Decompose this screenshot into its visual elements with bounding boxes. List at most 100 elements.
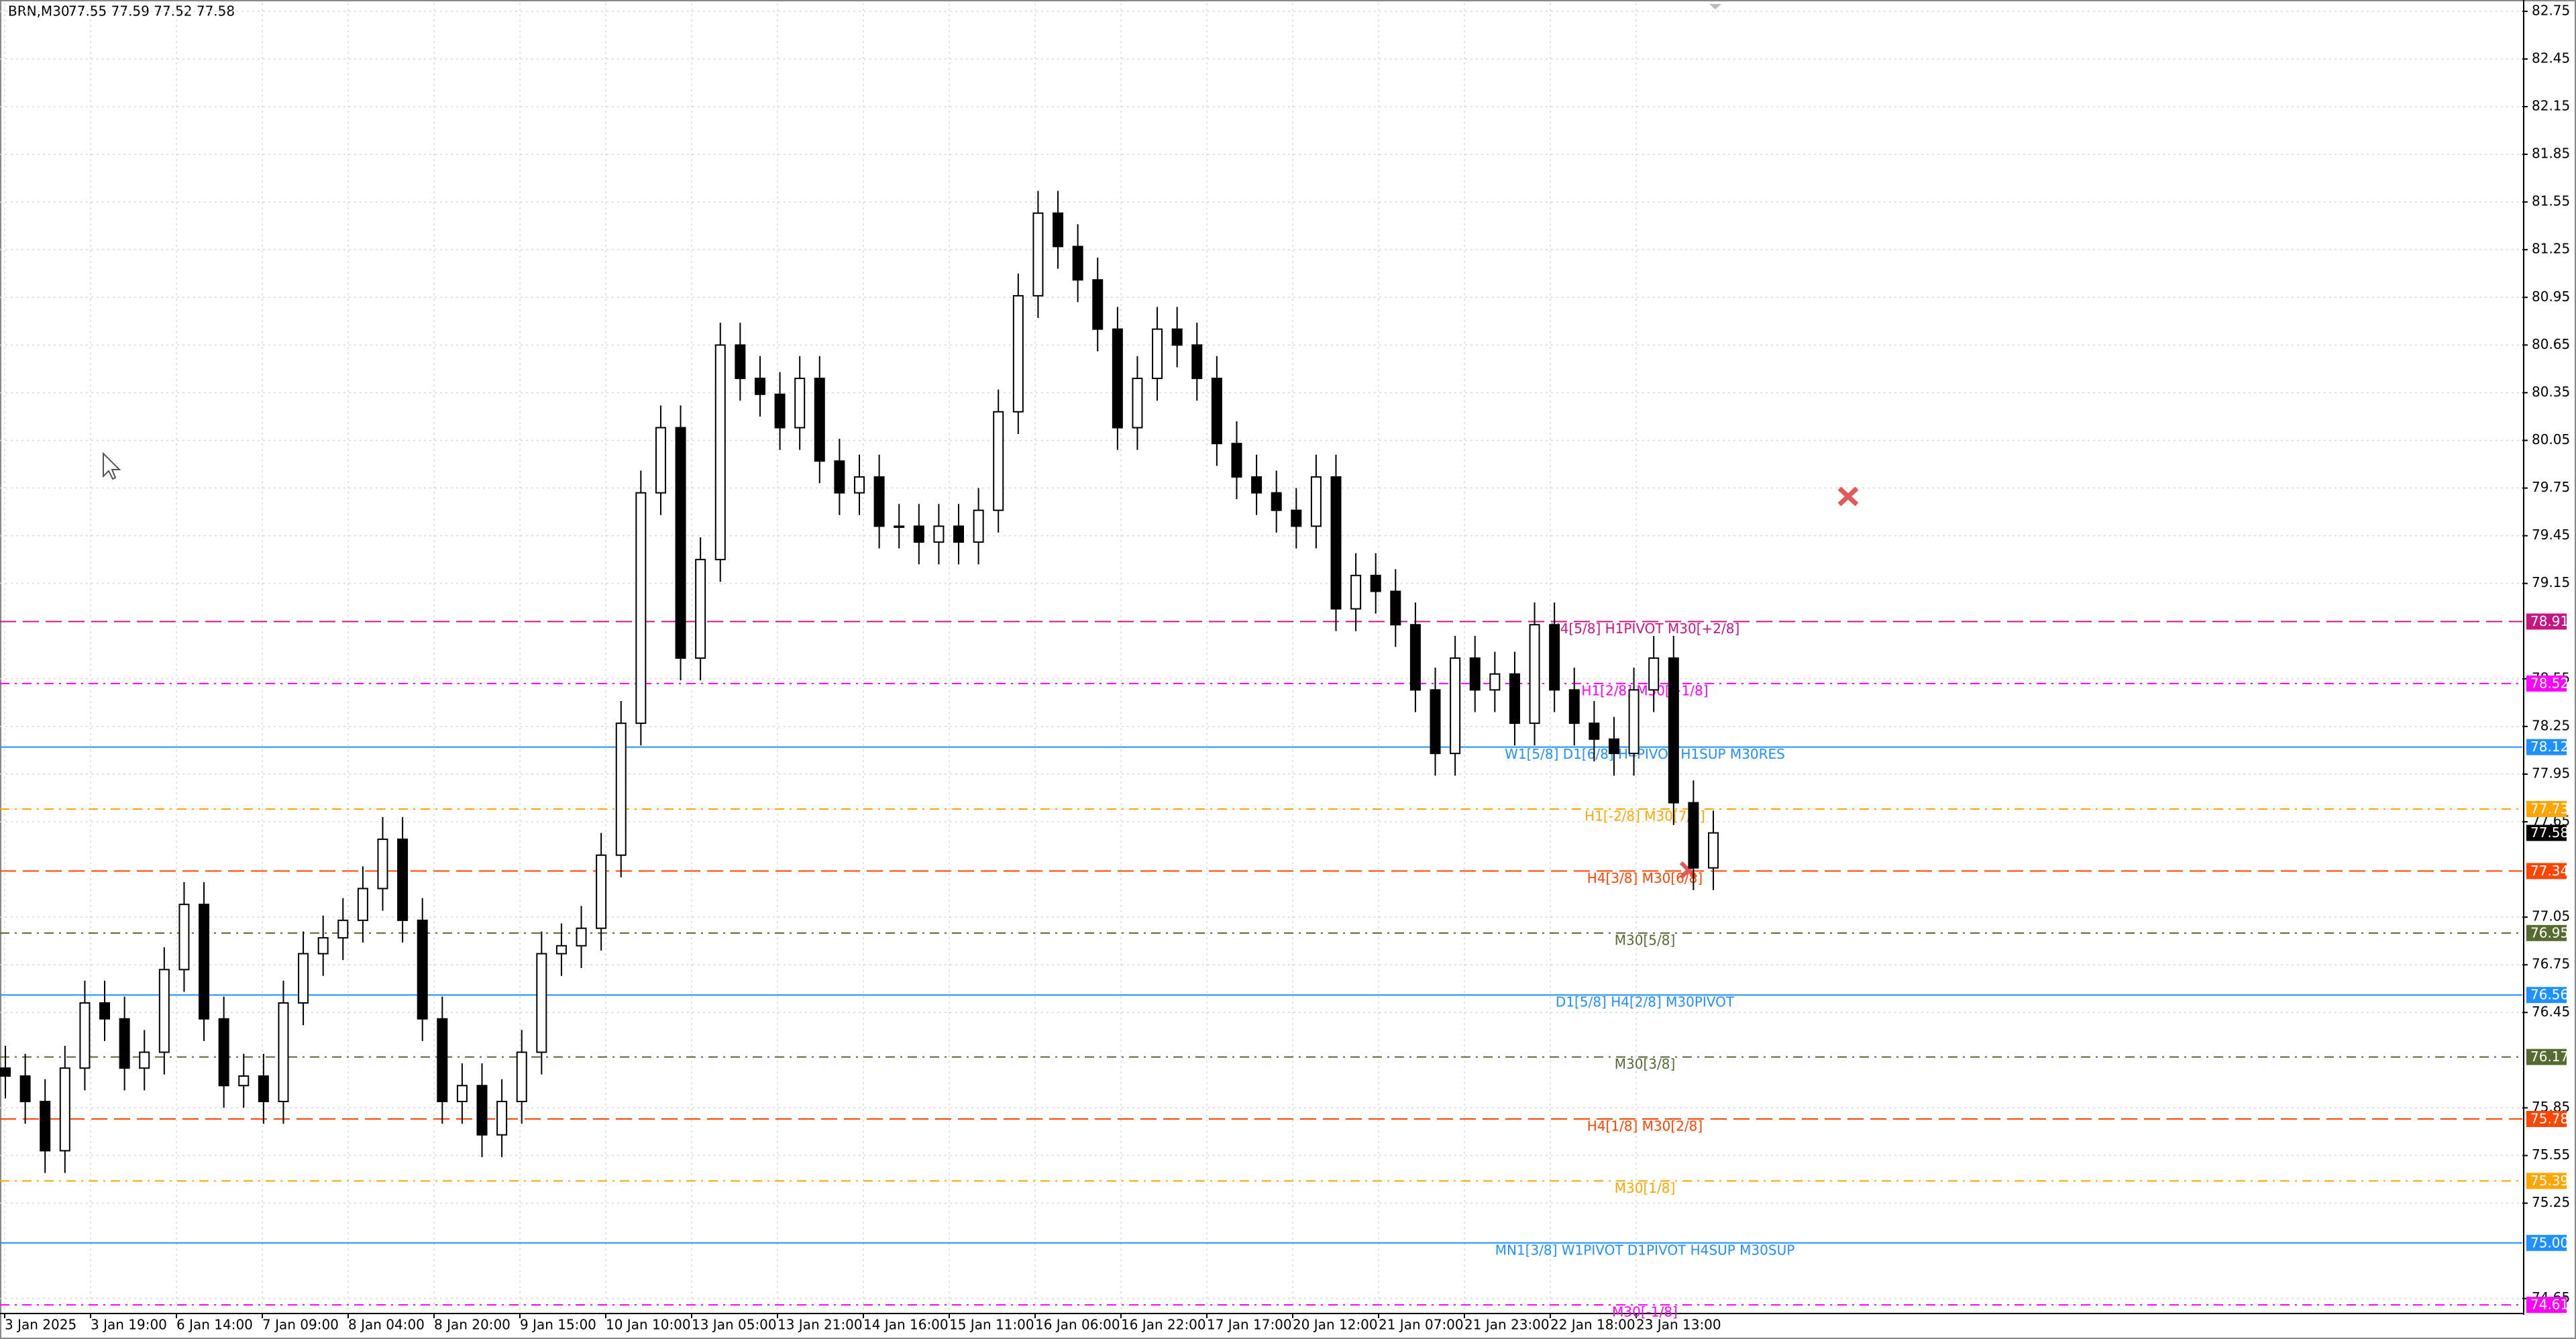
candle-body [1132,378,1143,429]
y-tick-label: 81.85 [2532,146,2570,162]
candle-body [1430,689,1441,755]
candle-body [774,393,786,429]
y-tick-label: 79.75 [2532,479,2570,495]
candle-body [496,1100,508,1136]
candle-body [1489,673,1501,691]
candle-body [933,525,945,543]
candle-body [1450,657,1461,755]
x-tick-label: 13 Jan 05:00 [692,1317,777,1333]
candle-body [1072,246,1083,281]
level-name: D1[5/8] H4[2/8] M30PIVOT [1556,994,1735,1010]
candle-body [417,919,428,1020]
level-price-label: 75.39 [2530,1173,2569,1189]
candle-body [59,1067,70,1152]
level-price-box [2526,675,2567,692]
candle-body [1688,802,1699,869]
y-tick-label: 82.15 [2532,97,2570,113]
level-price-label: 74.61 [2530,1297,2569,1313]
y-tick-label: 80.65 [2532,336,2570,352]
x-tick-label: 23 Jan 13:00 [1636,1317,1721,1333]
candle-body [19,1075,31,1102]
candle-body [357,888,368,921]
y-tick-label: 81.55 [2532,193,2570,209]
x-tick-label: 21 Jan 07:00 [1379,1317,1464,1333]
last-price-box [2526,824,2567,841]
x-tick-label: 16 Jan 06:00 [1035,1317,1120,1333]
y-tick-label: 80.35 [2532,384,2570,400]
candle-body [953,525,965,543]
level-name: M30[-1/8] [1612,1304,1678,1320]
candle-body [238,1075,250,1087]
candle-body [1251,476,1263,494]
candle-body [1152,328,1163,380]
candle-body [675,427,686,659]
candle-body [1390,590,1401,626]
x-tick-label: 17 Jan 17:00 [1207,1317,1292,1333]
candle-body [576,927,587,947]
x-tick-label: 8 Jan 04:00 [348,1317,425,1333]
candle-body [555,945,567,955]
candle-body [1469,657,1481,691]
candle-body [814,378,825,462]
x-tick-label: 20 Jan 12:00 [1293,1317,1378,1333]
candle-body [258,1075,269,1102]
x-tick-label: 7 Jan 09:00 [262,1317,339,1333]
level-name: W1[5/8] D1[6/8] H4PIVOT H1SUP M30RES [1505,746,1785,762]
last-price-label: 77.58 [2530,824,2569,841]
y-tick-label: 78.25 [2532,717,2570,733]
y-tick-label: 80.95 [2532,288,2570,305]
x-tick-label: 14 Jan 16:00 [863,1317,949,1333]
candle-body [139,1051,150,1069]
candle-body [1191,344,1203,380]
candle-body [754,378,765,395]
x-tick-label: 3 Jan 19:00 [91,1317,167,1333]
candle-body [40,1100,51,1152]
candle-body [278,1002,289,1102]
x-tick-label: 8 Jan 20:00 [434,1317,511,1333]
candle-body [1529,624,1540,725]
candle-body [1092,279,1104,330]
candle-body [1648,657,1660,691]
candle-body [516,1051,527,1102]
candle-body [1053,212,1064,248]
candle-body [596,854,607,929]
level-price-box [2526,987,2567,1004]
y-tick-label: 77.95 [2532,765,2570,781]
level-price-box [2526,739,2567,755]
y-tick-label: 75.55 [2532,1146,2570,1163]
mouse-cursor [103,451,121,480]
candle-body [79,1002,91,1069]
candle-body [655,427,666,494]
candle-body [437,1018,448,1102]
level-name: M30[1/8] [1615,1180,1676,1196]
y-tick-label: 82.45 [2532,50,2570,66]
y-tick-label: 79.45 [2532,527,2570,543]
candle-body [794,378,806,429]
candle-body [1231,443,1242,478]
candle-body [1032,212,1044,297]
y-tick-label: 75.25 [2532,1194,2570,1210]
candle-body [1628,689,1640,755]
level-name: H4[1/8] M30[2/8] [1587,1118,1703,1134]
level-name: H1[2/8] M30[+1/8] [1581,682,1708,698]
candle-body [317,936,329,955]
candle-body [1668,657,1679,804]
level-name: H4[5/8] H1PIVOT M30[+2/8] [1550,621,1740,637]
level-price-box [2526,863,2567,879]
level-name: M30[3/8] [1615,1056,1676,1072]
level-name: H4[3/8] M30[6/8] [1587,870,1703,886]
x-tick-label: 21 Jan 23:00 [1464,1317,1550,1333]
x-tick-label: 10 Jan 10:00 [606,1317,691,1333]
level-price-label: 77.34 [2530,863,2569,879]
candle-body [476,1085,488,1136]
candle-body [894,525,905,528]
candle-body [298,953,309,1004]
candle-body [1291,509,1302,527]
candle-body [834,460,845,494]
candle-body [1350,574,1362,610]
close-marker [1837,486,1859,506]
candle-body [973,509,984,543]
